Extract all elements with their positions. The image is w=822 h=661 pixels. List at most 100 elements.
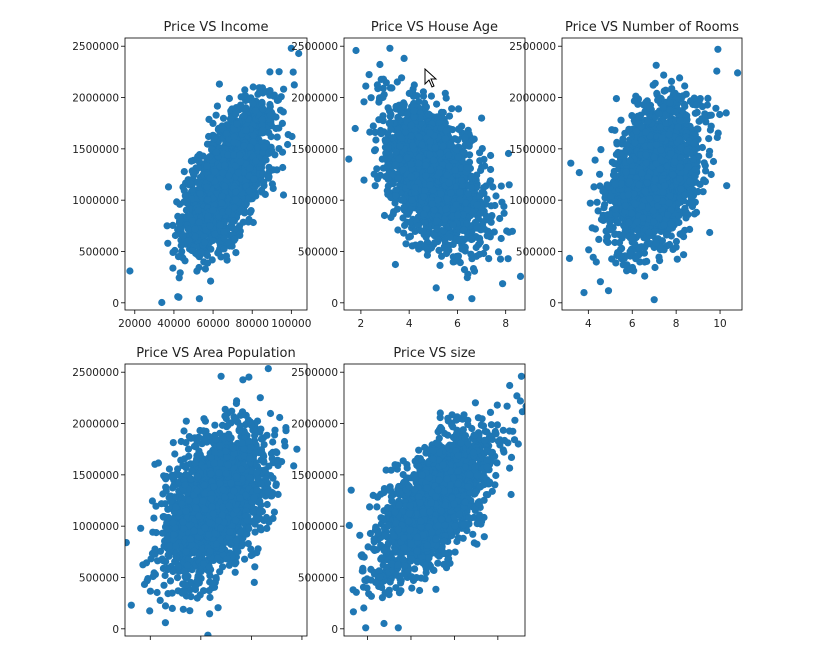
data-point	[439, 142, 447, 150]
data-point	[278, 148, 287, 156]
data-point	[372, 136, 380, 144]
data-point	[441, 135, 450, 143]
data-point	[376, 60, 384, 69]
data-point	[239, 218, 247, 226]
data-point	[430, 156, 438, 164]
scatter-points	[565, 45, 742, 304]
data-point	[388, 84, 396, 92]
data-point	[478, 114, 486, 122]
data-point	[427, 166, 435, 174]
data-point	[208, 256, 216, 264]
data-point	[393, 205, 401, 213]
data-point	[213, 102, 221, 110]
data-point	[266, 68, 274, 76]
data-point	[194, 178, 202, 187]
data-point	[433, 217, 441, 225]
data-point	[466, 151, 474, 159]
data-point	[223, 130, 231, 138]
data-point	[178, 248, 186, 256]
data-point	[249, 131, 258, 139]
data-point	[199, 152, 207, 160]
data-point	[251, 107, 260, 115]
data-point	[421, 242, 429, 251]
data-point	[204, 196, 212, 204]
data-point	[210, 134, 218, 143]
x-tick-label: 4	[406, 318, 413, 330]
data-point	[432, 284, 440, 292]
x-tick-label: 20000	[118, 318, 151, 330]
data-point	[426, 151, 434, 159]
data-point	[676, 74, 684, 82]
data-point	[382, 137, 390, 145]
data-point	[377, 130, 385, 138]
data-point	[463, 164, 471, 172]
data-point	[421, 219, 429, 227]
data-point	[469, 265, 478, 273]
data-point	[386, 107, 394, 115]
data-point	[433, 100, 441, 108]
data-point	[394, 226, 402, 234]
data-point	[370, 170, 378, 178]
data-point	[219, 169, 227, 177]
data-point	[478, 189, 486, 197]
data-point	[405, 89, 413, 97]
data-point	[211, 168, 219, 176]
data-point	[591, 156, 599, 164]
data-point	[403, 154, 411, 162]
data-point	[389, 179, 397, 187]
data-point	[402, 240, 410, 248]
y-tick-label: 2500000	[291, 41, 338, 53]
data-point	[230, 151, 238, 159]
data-point	[237, 205, 246, 214]
data-point	[288, 132, 296, 141]
data-point	[449, 240, 457, 248]
data-point	[386, 119, 394, 127]
data-point	[405, 233, 413, 241]
data-point	[360, 98, 368, 106]
data-point	[383, 187, 391, 195]
y-tick-label: 0	[331, 298, 338, 310]
data-point	[392, 192, 400, 200]
data-point	[660, 71, 668, 79]
data-point	[672, 237, 681, 246]
data-point	[441, 215, 449, 223]
data-point	[221, 161, 229, 169]
data-point	[219, 114, 228, 122]
data-point	[207, 245, 215, 253]
data-point	[158, 298, 166, 307]
data-point	[454, 252, 462, 260]
data-point	[231, 162, 240, 170]
data-point	[216, 174, 224, 183]
data-point	[393, 78, 401, 86]
data-point	[436, 149, 444, 158]
x-tick-label: 8	[502, 318, 509, 330]
data-point	[418, 141, 426, 149]
data-point	[273, 133, 281, 141]
data-point	[183, 198, 191, 206]
data-point	[457, 164, 465, 172]
data-point	[407, 132, 415, 140]
data-point	[252, 157, 260, 165]
data-point	[428, 200, 436, 208]
data-point	[384, 143, 392, 152]
data-point	[445, 179, 453, 187]
data-point	[447, 141, 455, 149]
data-point	[487, 151, 495, 160]
data-point	[478, 145, 486, 153]
data-point	[709, 157, 718, 166]
data-point	[220, 245, 228, 253]
data-point	[420, 193, 428, 201]
data-point	[200, 233, 208, 241]
data-point	[369, 122, 377, 130]
data-point	[442, 249, 451, 258]
data-point	[407, 160, 415, 168]
data-point	[392, 161, 400, 169]
data-point	[218, 208, 227, 216]
x-tick-label: 40000	[157, 318, 190, 330]
y-tick-label: 1000000	[291, 195, 338, 207]
data-point	[207, 277, 215, 285]
data-point	[595, 235, 603, 243]
data-point	[706, 228, 714, 237]
data-point	[516, 272, 525, 280]
data-point	[463, 219, 471, 228]
